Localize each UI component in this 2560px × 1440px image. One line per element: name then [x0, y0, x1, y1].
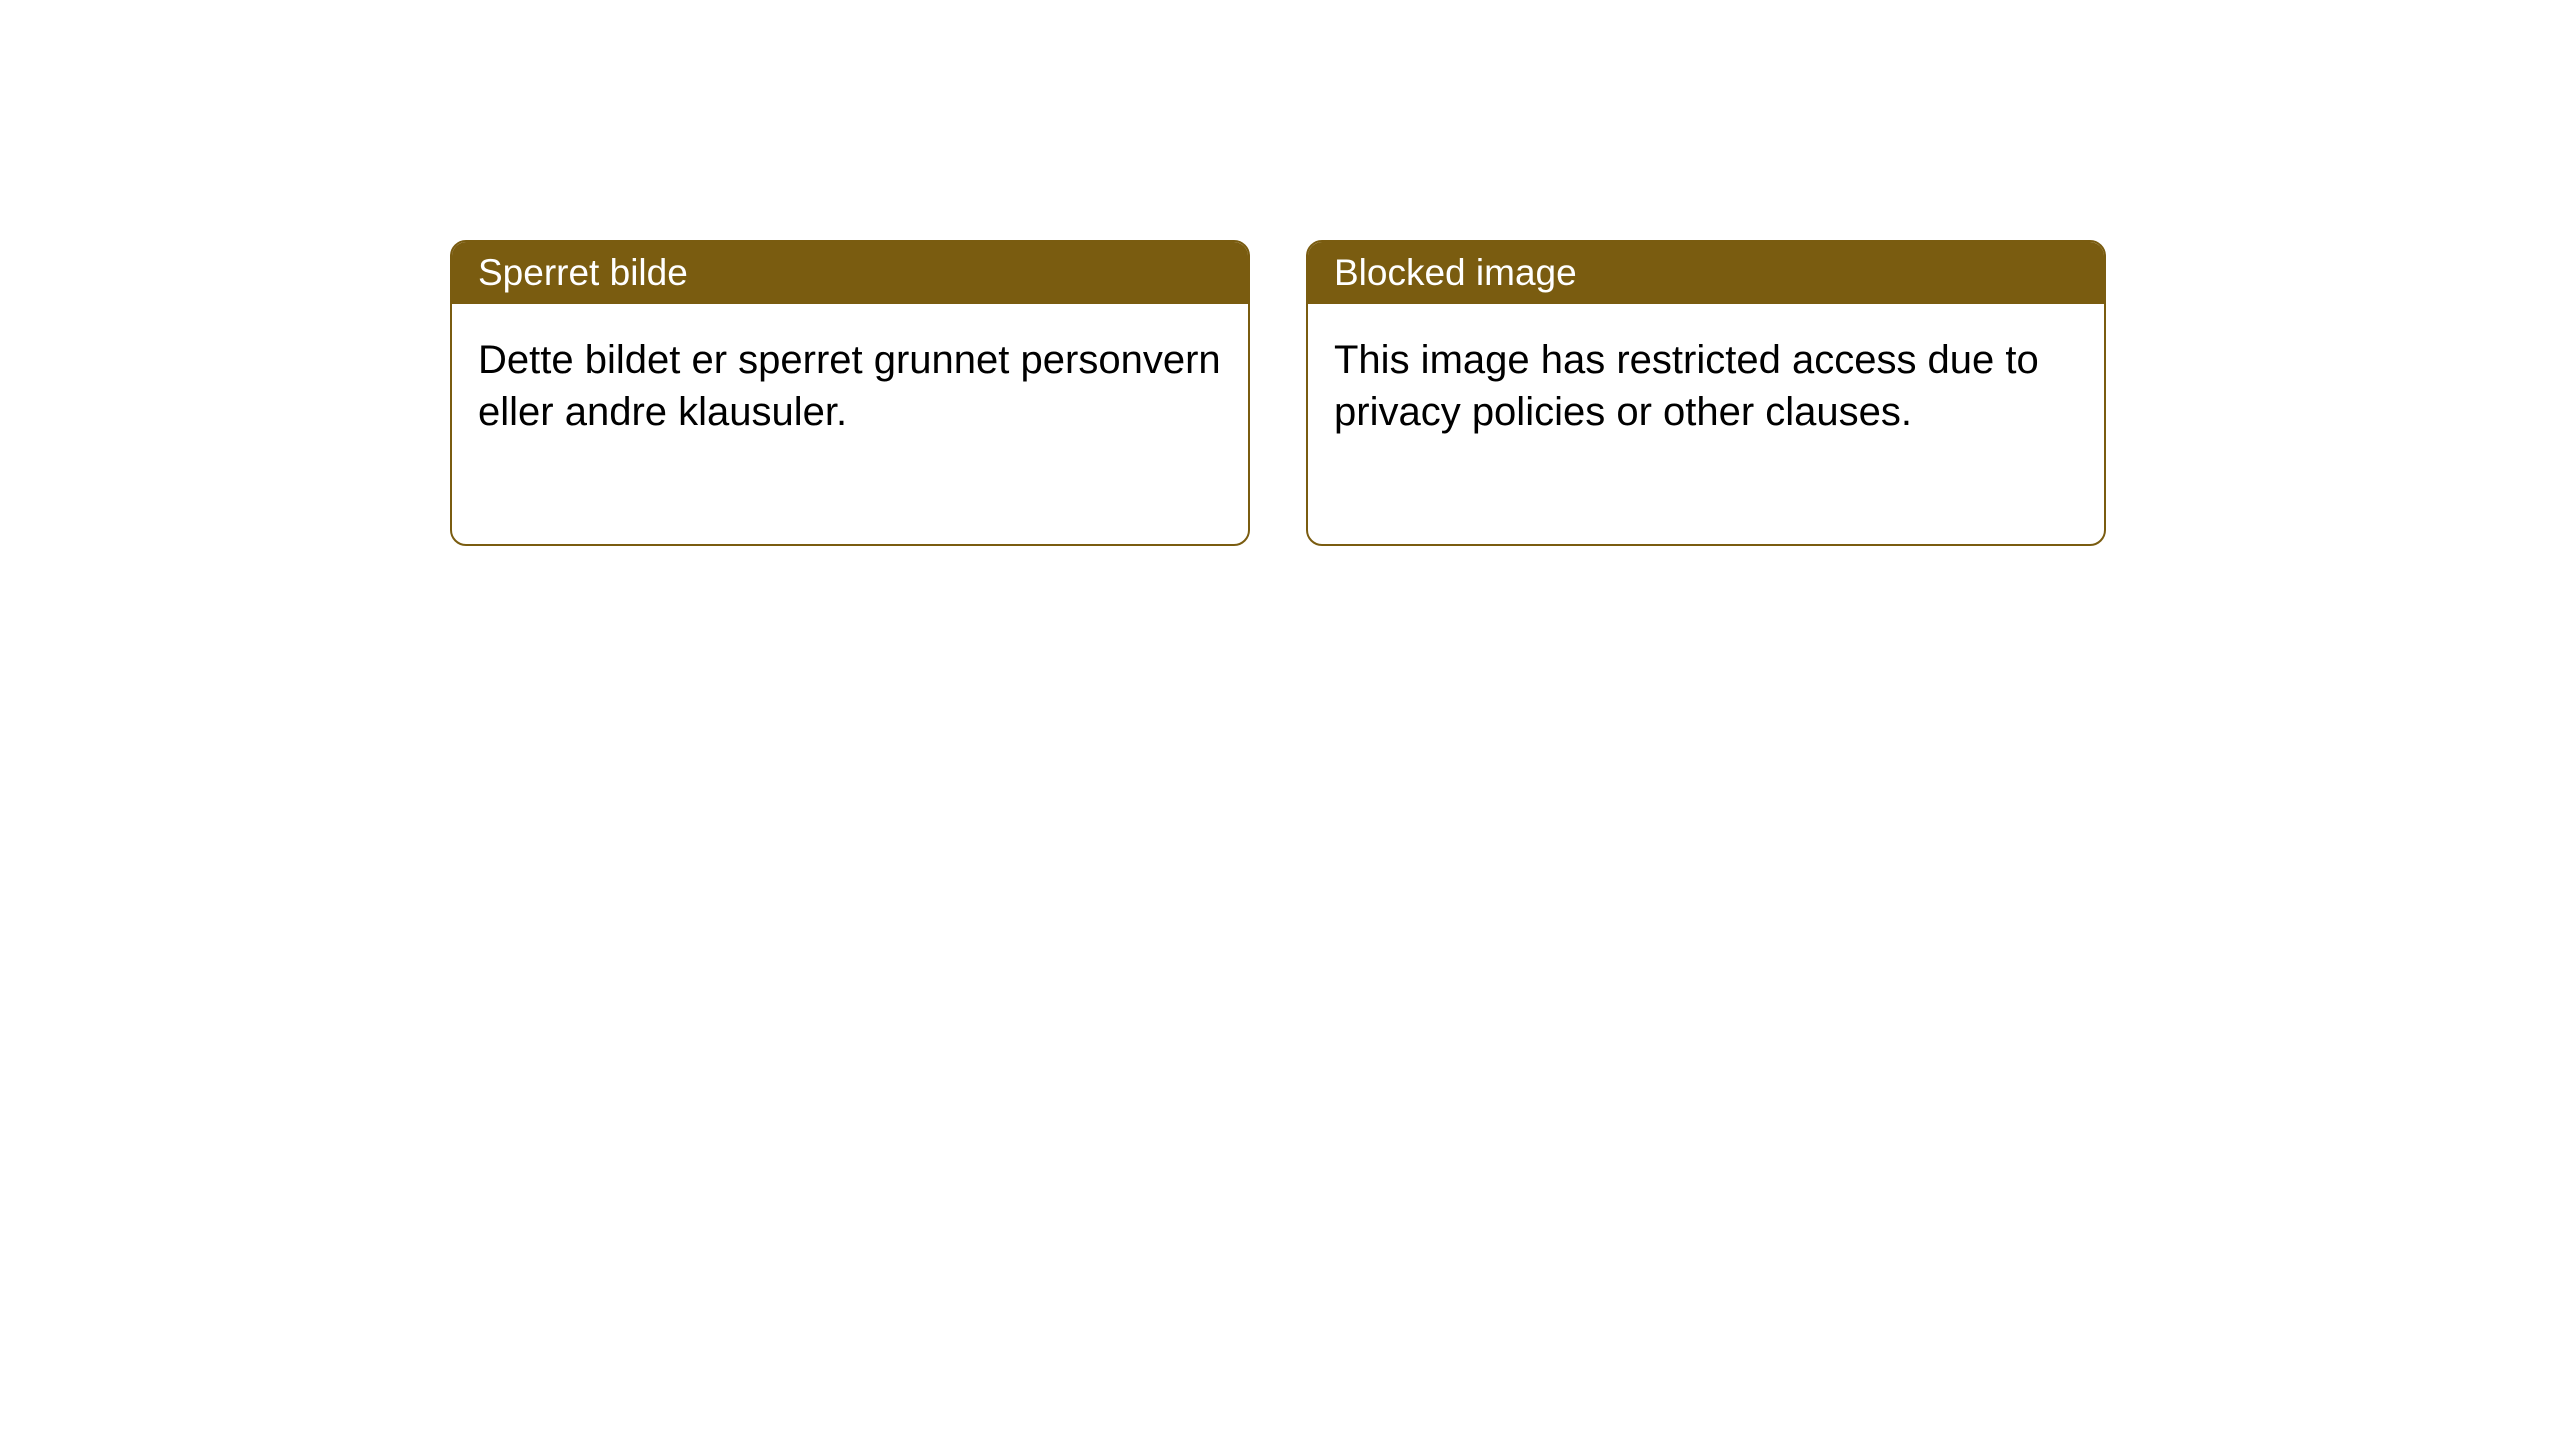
notice-title: Blocked image [1308, 242, 2104, 304]
notice-container: Sperret bilde Dette bildet er sperret gr… [450, 240, 2106, 546]
notice-card-norwegian: Sperret bilde Dette bildet er sperret gr… [450, 240, 1250, 546]
notice-message: This image has restricted access due to … [1308, 304, 2104, 544]
notice-card-english: Blocked image This image has restricted … [1306, 240, 2106, 546]
notice-message: Dette bildet er sperret grunnet personve… [452, 304, 1248, 544]
notice-title: Sperret bilde [452, 242, 1248, 304]
